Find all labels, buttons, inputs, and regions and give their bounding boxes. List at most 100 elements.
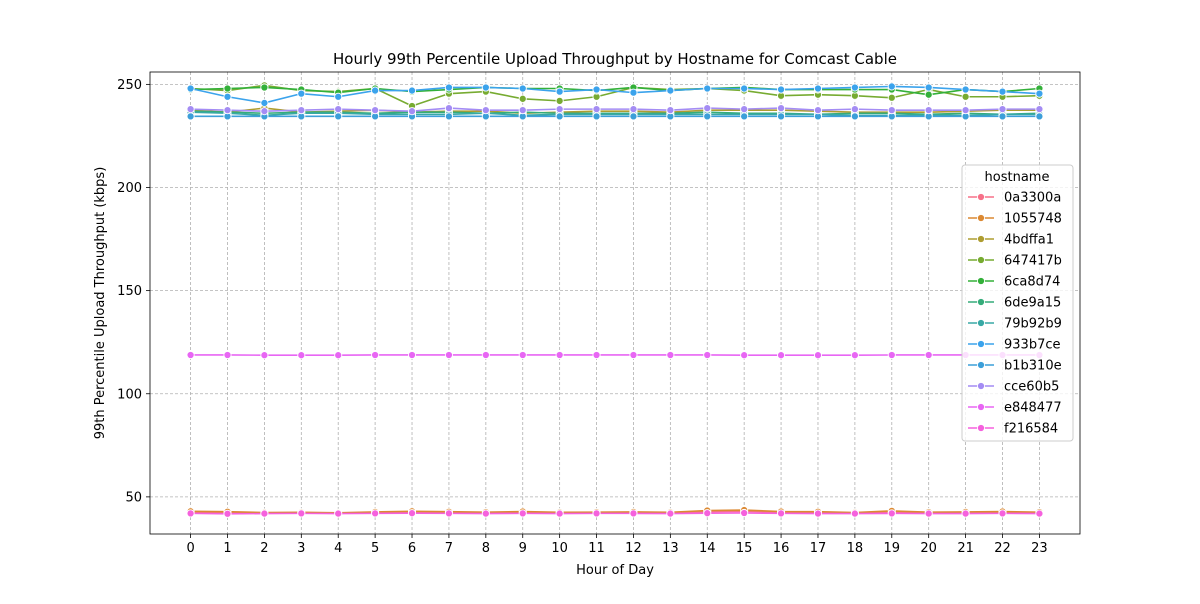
data-point — [667, 87, 674, 94]
series-layer — [187, 82, 1043, 518]
series-1055748 — [187, 506, 1043, 516]
x-tick-label: 22 — [994, 541, 1011, 556]
data-point — [777, 352, 784, 359]
data-point — [187, 85, 194, 92]
grid-layer — [150, 72, 1080, 534]
data-point — [482, 84, 489, 91]
data-point — [261, 99, 268, 106]
data-point — [593, 106, 600, 113]
data-point — [814, 85, 821, 92]
legend-label: 0a3300a — [1004, 191, 1061, 206]
data-point — [261, 352, 268, 359]
x-tick-label: 20 — [920, 541, 937, 556]
data-point — [261, 84, 268, 91]
x-tick-label: 14 — [699, 541, 716, 556]
x-tick-label: 10 — [551, 541, 568, 556]
x-tick-label: 13 — [662, 541, 679, 556]
x-tick-label: 17 — [810, 541, 827, 556]
data-point — [851, 510, 858, 517]
data-point — [704, 104, 711, 111]
data-point — [556, 113, 563, 120]
data-point — [962, 93, 969, 100]
data-point — [445, 104, 452, 111]
data-point — [667, 107, 674, 114]
legend-swatch-marker — [977, 382, 984, 389]
series-933b7ce — [187, 83, 1043, 107]
legend-label: 647417b — [1004, 254, 1062, 269]
data-point — [372, 510, 379, 517]
data-point — [187, 113, 194, 120]
data-point — [925, 510, 932, 517]
data-point — [630, 510, 637, 517]
data-point — [224, 93, 231, 100]
data-point — [999, 510, 1006, 517]
series-line — [191, 510, 1040, 513]
data-point — [851, 113, 858, 120]
x-axis-label: Hour of Day — [576, 563, 654, 578]
legend-label: b1b310e — [1004, 359, 1062, 374]
data-point — [593, 86, 600, 93]
data-point — [445, 113, 452, 120]
data-point — [519, 107, 526, 114]
data-point — [814, 107, 821, 114]
data-point — [630, 106, 637, 113]
data-point — [261, 510, 268, 517]
legend-swatch-marker — [977, 214, 984, 221]
data-point — [445, 510, 452, 517]
data-point — [925, 107, 932, 114]
data-point — [888, 351, 895, 358]
data-point — [187, 510, 194, 517]
data-point — [925, 84, 932, 91]
data-point — [556, 88, 563, 95]
data-point — [335, 106, 342, 113]
data-point — [888, 510, 895, 517]
data-point — [667, 351, 674, 358]
series-e848477 — [187, 351, 1043, 358]
x-tick-label: 16 — [773, 541, 790, 556]
data-point — [298, 107, 305, 114]
legend-label: f216584 — [1004, 422, 1058, 437]
data-point — [482, 107, 489, 114]
data-point — [777, 113, 784, 120]
legend: hostname 0a3300a10557484bdffa1647417b6ca… — [962, 165, 1073, 441]
data-point — [519, 351, 526, 358]
data-point — [851, 106, 858, 113]
data-point — [372, 107, 379, 114]
data-point — [445, 84, 452, 91]
data-point — [667, 510, 674, 517]
data-point — [593, 351, 600, 358]
legend-label: 79b92b9 — [1004, 317, 1062, 332]
data-point — [556, 510, 563, 517]
data-point — [224, 351, 231, 358]
x-tick-label: 3 — [297, 541, 305, 556]
legend-swatch-marker — [977, 340, 984, 347]
legend-swatch-marker — [977, 298, 984, 305]
data-point — [593, 510, 600, 517]
y-tick-label: 150 — [117, 284, 142, 299]
series-647417b — [187, 82, 1043, 110]
data-point — [999, 88, 1006, 95]
x-tick-label: 23 — [1031, 541, 1048, 556]
data-point — [593, 113, 600, 120]
x-tick-label: 1 — [223, 541, 231, 556]
x-tick-label: 0 — [186, 541, 194, 556]
data-point — [335, 352, 342, 359]
y-axis-label: 99th Percentile Upload Throughput (kbps) — [93, 167, 108, 440]
data-point — [851, 84, 858, 91]
data-point — [1036, 510, 1043, 517]
legend-swatch-marker — [977, 277, 984, 284]
data-point — [519, 95, 526, 102]
data-point — [519, 85, 526, 92]
y-tick-label: 100 — [117, 387, 142, 402]
legend-label: 933b7ce — [1004, 338, 1060, 353]
data-point — [999, 113, 1006, 120]
data-point — [482, 510, 489, 517]
x-tick-label: 12 — [625, 541, 642, 556]
series-f216584 — [187, 509, 1043, 517]
data-point — [408, 510, 415, 517]
x-tick-label: 15 — [736, 541, 753, 556]
data-point — [741, 352, 748, 359]
data-point — [1036, 90, 1043, 97]
data-point — [741, 509, 748, 516]
data-point — [408, 108, 415, 115]
